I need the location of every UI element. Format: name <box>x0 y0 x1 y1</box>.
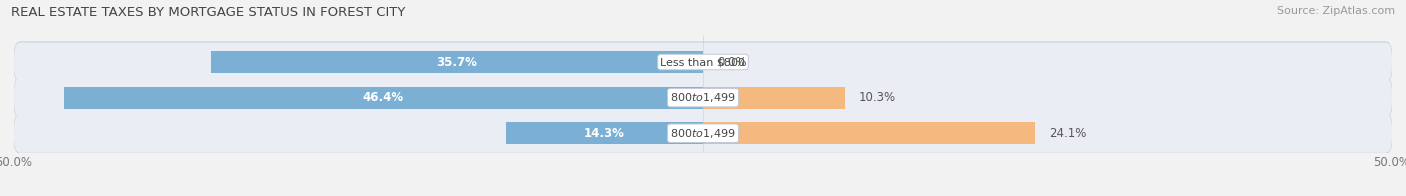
Text: 24.1%: 24.1% <box>1049 127 1087 140</box>
Bar <box>63 87 703 109</box>
Text: 35.7%: 35.7% <box>437 55 478 69</box>
Text: $800 to $1,499: $800 to $1,499 <box>671 91 735 104</box>
FancyBboxPatch shape <box>14 114 1392 153</box>
Text: $800 to $1,499: $800 to $1,499 <box>671 127 735 140</box>
FancyBboxPatch shape <box>14 113 1392 153</box>
Bar <box>506 122 703 144</box>
Text: REAL ESTATE TAXES BY MORTGAGE STATUS IN FOREST CITY: REAL ESTATE TAXES BY MORTGAGE STATUS IN … <box>11 6 405 19</box>
Text: Source: ZipAtlas.com: Source: ZipAtlas.com <box>1277 6 1395 16</box>
Bar <box>211 51 703 73</box>
Text: 10.3%: 10.3% <box>859 91 896 104</box>
Text: Less than $800: Less than $800 <box>661 57 745 67</box>
FancyBboxPatch shape <box>14 43 1392 81</box>
Text: 46.4%: 46.4% <box>363 91 404 104</box>
Text: 0.0%: 0.0% <box>717 55 747 69</box>
FancyBboxPatch shape <box>14 78 1392 117</box>
Bar <box>703 122 1035 144</box>
Text: 14.3%: 14.3% <box>583 127 624 140</box>
FancyBboxPatch shape <box>14 78 1392 118</box>
Bar <box>703 87 845 109</box>
FancyBboxPatch shape <box>14 42 1392 82</box>
